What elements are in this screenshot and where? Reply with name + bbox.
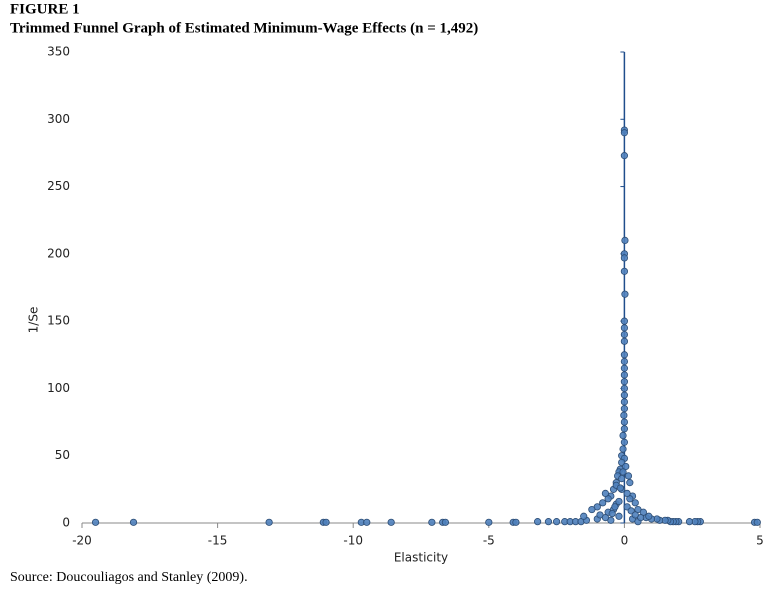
point xyxy=(619,445,627,453)
point xyxy=(620,384,629,393)
point xyxy=(620,330,629,339)
point xyxy=(534,518,542,526)
point xyxy=(620,267,629,275)
point xyxy=(620,378,629,386)
point xyxy=(620,357,629,366)
point xyxy=(428,518,436,526)
y-tick-label: 200 xyxy=(47,246,70,260)
point xyxy=(620,364,629,372)
point xyxy=(626,479,634,487)
y-tick-label: 150 xyxy=(47,314,70,328)
source-note: Source: Doucouliagos and Stanley (2009). xyxy=(10,570,248,585)
point xyxy=(620,254,629,262)
point xyxy=(601,489,610,497)
y-tick-label: 250 xyxy=(47,179,70,193)
point xyxy=(611,503,619,511)
point xyxy=(753,518,761,526)
point xyxy=(601,514,610,522)
point xyxy=(580,512,588,520)
x-tick-label: -20 xyxy=(72,534,92,548)
point xyxy=(615,497,623,506)
point xyxy=(619,468,627,476)
x-tick-label: -15 xyxy=(208,534,228,548)
point xyxy=(620,405,629,413)
point xyxy=(608,509,616,518)
point xyxy=(363,518,371,526)
point xyxy=(620,371,629,379)
point xyxy=(620,391,629,399)
point xyxy=(620,317,629,325)
point xyxy=(588,505,596,514)
y-axis-label: 1/Se xyxy=(27,307,41,334)
point xyxy=(620,418,629,426)
point xyxy=(645,512,653,520)
y-tick-label: 350 xyxy=(47,45,70,59)
point xyxy=(620,337,629,345)
x-tick-label: 0 xyxy=(621,534,629,548)
point xyxy=(620,351,629,359)
point xyxy=(129,518,138,526)
point xyxy=(544,518,553,526)
y-tick-label: 0 xyxy=(62,516,70,530)
x-axis-label: Elasticity xyxy=(394,551,448,565)
point xyxy=(620,129,629,137)
x-tick-label: -10 xyxy=(343,534,363,548)
point xyxy=(631,511,639,519)
point xyxy=(619,431,627,440)
point xyxy=(387,518,395,526)
point xyxy=(615,512,623,520)
point xyxy=(599,499,607,507)
point xyxy=(624,472,633,480)
point xyxy=(620,411,628,419)
point xyxy=(621,236,629,244)
point xyxy=(322,518,330,526)
point xyxy=(620,425,629,433)
y-tick-label: 300 xyxy=(47,112,70,126)
point xyxy=(620,152,629,160)
point xyxy=(91,518,100,526)
point xyxy=(623,489,631,497)
point xyxy=(441,518,450,526)
point xyxy=(265,518,273,526)
figure-label: FIGURE 1 xyxy=(10,1,80,17)
point xyxy=(485,518,493,526)
point xyxy=(552,518,561,526)
point xyxy=(685,518,694,526)
point xyxy=(618,474,626,483)
y-tick-label: 100 xyxy=(47,381,70,395)
point xyxy=(620,324,629,332)
y-tick-label: 50 xyxy=(55,448,70,462)
point xyxy=(620,438,629,446)
point xyxy=(621,290,629,298)
x-tick-label: -5 xyxy=(483,534,495,548)
point xyxy=(512,518,520,526)
chart-title: Trimmed Funnel Graph of Estimated Minimu… xyxy=(10,20,478,36)
point xyxy=(620,398,629,406)
point xyxy=(616,484,624,492)
point xyxy=(631,499,639,507)
x-tick-label: 5 xyxy=(756,534,764,548)
